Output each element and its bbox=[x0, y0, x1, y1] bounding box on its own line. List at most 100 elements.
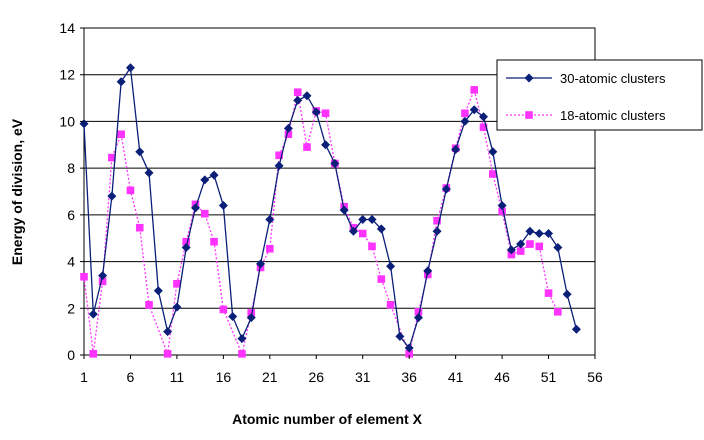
data-point bbox=[395, 331, 405, 341]
data-point bbox=[88, 309, 98, 319]
data-point bbox=[293, 88, 302, 97]
data-point bbox=[553, 243, 563, 253]
data-point bbox=[376, 224, 386, 234]
data-point bbox=[163, 327, 173, 337]
data-point bbox=[275, 151, 283, 160]
data-point bbox=[117, 130, 125, 139]
x-tick-label: 6 bbox=[127, 369, 135, 385]
data-point bbox=[80, 272, 88, 281]
data-point bbox=[173, 279, 181, 288]
data-point bbox=[377, 275, 386, 283]
data-point bbox=[135, 147, 145, 157]
y-tick-label: 4 bbox=[67, 254, 75, 270]
data-point bbox=[293, 95, 303, 105]
data-point bbox=[489, 170, 497, 178]
data-point bbox=[358, 215, 368, 225]
data-point bbox=[534, 229, 544, 239]
x-tick-label: 21 bbox=[262, 369, 278, 385]
x-axis-label: Atomic number of element X bbox=[232, 411, 422, 427]
data-point bbox=[386, 261, 396, 271]
data-point bbox=[126, 186, 135, 195]
data-point bbox=[441, 184, 451, 194]
x-tick-label: 51 bbox=[541, 369, 557, 385]
data-point bbox=[535, 242, 544, 251]
y-tick-label: 6 bbox=[67, 207, 75, 223]
data-point bbox=[516, 247, 525, 255]
x-tick-label: 1 bbox=[80, 369, 88, 385]
data-point bbox=[98, 277, 107, 286]
data-point bbox=[182, 237, 190, 246]
legend-marker bbox=[525, 111, 533, 119]
y-tick-label: 8 bbox=[67, 160, 75, 176]
x-tick-label: 16 bbox=[216, 369, 232, 385]
data-point bbox=[358, 229, 367, 238]
legend-item-1: 18-atomic clusters bbox=[506, 108, 666, 123]
data-point bbox=[144, 168, 154, 178]
data-point bbox=[405, 350, 413, 358]
y-tick-label: 14 bbox=[59, 20, 75, 36]
data-point bbox=[404, 343, 414, 353]
data-point bbox=[423, 266, 433, 276]
series-1 bbox=[80, 86, 562, 358]
data-point bbox=[526, 240, 534, 248]
data-point bbox=[516, 239, 526, 249]
data-point bbox=[367, 215, 377, 225]
data-point bbox=[386, 300, 395, 309]
series-layer bbox=[79, 63, 581, 358]
x-tick-label: 26 bbox=[308, 369, 324, 385]
data-point bbox=[210, 237, 218, 246]
legend-item-0: 30-atomic clusters bbox=[506, 71, 666, 86]
data-point bbox=[89, 350, 98, 358]
data-point bbox=[116, 77, 126, 87]
data-point bbox=[432, 226, 442, 236]
data-point bbox=[209, 170, 219, 180]
data-point bbox=[451, 144, 461, 154]
data-point bbox=[544, 289, 553, 297]
data-point bbox=[284, 130, 293, 139]
data-point bbox=[302, 91, 312, 101]
data-point bbox=[218, 201, 228, 211]
data-point bbox=[469, 105, 479, 115]
data-point bbox=[321, 109, 330, 118]
y-tick-label: 10 bbox=[59, 113, 75, 129]
data-point bbox=[237, 334, 247, 344]
series-0 bbox=[79, 63, 581, 353]
data-point bbox=[571, 324, 581, 334]
legend-label: 18-atomic clusters bbox=[560, 108, 666, 123]
data-point bbox=[98, 271, 108, 281]
data-point bbox=[507, 250, 516, 259]
data-point bbox=[181, 243, 191, 253]
data-point bbox=[348, 226, 358, 236]
data-point bbox=[107, 191, 117, 201]
y-axis-ticks: 0 2 4 6 8 10 12 14 bbox=[59, 20, 84, 363]
data-point bbox=[172, 302, 182, 312]
data-point bbox=[488, 147, 498, 157]
series-line bbox=[83, 65, 578, 350]
data-point bbox=[265, 215, 275, 225]
data-point bbox=[433, 216, 441, 225]
data-point bbox=[283, 123, 293, 133]
data-point bbox=[330, 158, 340, 168]
data-point bbox=[238, 350, 246, 358]
data-point bbox=[135, 223, 144, 232]
data-point bbox=[228, 311, 238, 321]
legend-label: 30-atomic clusters bbox=[560, 71, 666, 86]
data-point bbox=[525, 226, 535, 236]
data-point bbox=[274, 161, 284, 171]
x-tick-label: 11 bbox=[170, 369, 185, 385]
y-tick-label: 2 bbox=[67, 300, 75, 316]
y-axis-label: Energy of division, eV bbox=[9, 118, 25, 265]
legend: 30-atomic clusters 18-atomic clusters bbox=[496, 59, 703, 131]
data-point bbox=[125, 63, 135, 73]
x-tick-label: 46 bbox=[494, 369, 510, 385]
data-point bbox=[303, 143, 311, 151]
data-point bbox=[461, 109, 469, 118]
data-point bbox=[506, 245, 516, 255]
data-point bbox=[498, 207, 506, 216]
data-point bbox=[200, 209, 209, 218]
x-tick-label: 56 bbox=[587, 369, 603, 385]
x-tick-label: 31 bbox=[355, 369, 371, 385]
x-axis-ticks: 1 6 11 16 21 26 31 36 41 46 51 56 bbox=[80, 355, 603, 385]
data-point bbox=[497, 201, 507, 211]
data-point bbox=[479, 112, 489, 122]
